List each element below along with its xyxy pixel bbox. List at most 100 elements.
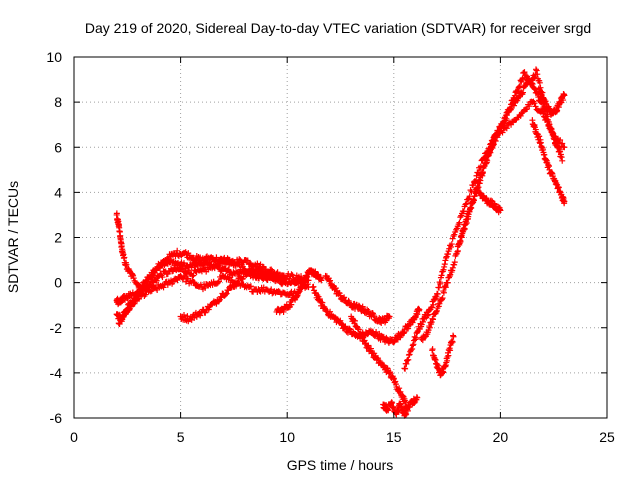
data-point: [488, 143, 495, 150]
data-point: [174, 247, 181, 254]
data-point: [234, 280, 241, 287]
x-tick-label: 15: [386, 429, 402, 445]
data-point: [457, 233, 464, 240]
data-point: [405, 356, 412, 363]
data-point: [492, 134, 499, 141]
data-point: [223, 290, 230, 297]
data-point: [561, 198, 568, 205]
data-point: [449, 264, 456, 271]
data-point: [165, 256, 172, 263]
data-point: [495, 127, 502, 134]
data-point: [316, 296, 323, 302]
data-point: [483, 156, 490, 163]
series-arc16: [529, 117, 568, 207]
series-arc11: [401, 98, 568, 372]
data-point: [457, 237, 464, 244]
data-point: [386, 313, 393, 320]
data-point: [543, 113, 550, 120]
data-point: [529, 80, 536, 87]
data-point: [179, 265, 186, 272]
data-point: [375, 355, 382, 362]
data-point: [557, 148, 564, 155]
data-point: [279, 279, 286, 286]
data-point: [153, 267, 160, 274]
data-point: [409, 342, 416, 349]
y-tick-label: -4: [50, 365, 63, 381]
data-point: [460, 208, 467, 215]
data-point: [288, 301, 295, 308]
data-point: [410, 341, 417, 348]
data-point: [470, 196, 477, 203]
data-point: [403, 411, 410, 418]
data-point: [526, 103, 533, 110]
data-point: [276, 275, 283, 282]
series-arc14: [454, 76, 564, 250]
data-point: [407, 347, 414, 354]
data-point: [561, 144, 568, 151]
series-arc15: [476, 189, 504, 216]
series-arc9: [348, 313, 410, 411]
data-point: [461, 225, 468, 232]
data-point: [191, 279, 198, 286]
data-point: [447, 347, 454, 354]
data-point: [409, 319, 416, 326]
data-point: [561, 92, 568, 99]
data-point: [365, 342, 372, 349]
data-point: [213, 263, 220, 270]
data-point: [435, 303, 442, 310]
data-point: [536, 79, 543, 86]
y-tick-label: -2: [50, 320, 63, 336]
data-point: [436, 300, 443, 307]
data-point: [280, 308, 287, 315]
data-point: [534, 71, 541, 78]
data-point: [393, 336, 400, 343]
data-point: [519, 89, 526, 96]
y-axis-label: SDTVAR / TECUs: [5, 181, 21, 293]
data-point: [153, 277, 160, 284]
data-point: [299, 282, 306, 289]
data-point: [533, 67, 540, 74]
data-point: [506, 107, 513, 114]
data-point: [463, 200, 470, 207]
data-point: [361, 337, 368, 344]
data-point: [147, 288, 154, 295]
data-point: [385, 407, 392, 414]
data-point: [418, 321, 425, 328]
data-point: [478, 171, 485, 178]
data-point: [454, 248, 461, 255]
data-point: [468, 205, 475, 212]
series-arc4: [115, 272, 301, 328]
data-point: [420, 318, 427, 325]
data-point: [450, 333, 457, 340]
data-point: [390, 375, 397, 382]
series-arc8: [322, 272, 393, 327]
x-tick-label: 20: [493, 429, 509, 445]
data-point: [405, 325, 412, 332]
data-point: [319, 299, 326, 306]
data-point: [426, 324, 433, 331]
series-arc7: [309, 283, 423, 346]
data-point: [473, 184, 480, 191]
data-point: [338, 321, 345, 328]
data-point: [433, 307, 440, 314]
data-point: [365, 308, 372, 315]
ticks: 0 5 10 15 20 25 -6 -4 -2 0 2 4 6 8 10: [46, 49, 615, 445]
data-point: [429, 315, 436, 322]
data-point: [555, 104, 562, 111]
data-point: [424, 312, 431, 319]
data-point: [205, 306, 212, 313]
data-point: [559, 157, 566, 164]
y-tick-label: 2: [54, 230, 62, 246]
data-point: [435, 284, 442, 291]
data-point: [449, 235, 456, 242]
data-point: [433, 309, 440, 316]
data-point: [546, 121, 553, 128]
data-point: [318, 277, 325, 284]
x-tick-label: 0: [70, 429, 78, 445]
data-point: [273, 270, 280, 277]
data-point: [536, 133, 543, 140]
data-point: [531, 100, 538, 107]
data-point: [456, 240, 463, 247]
data-point: [560, 97, 567, 104]
